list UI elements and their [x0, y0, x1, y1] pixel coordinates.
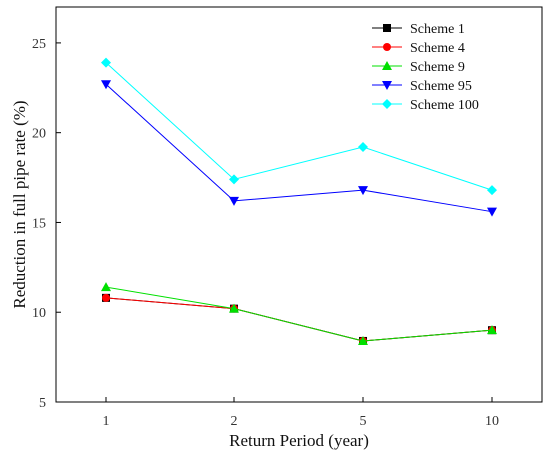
x-axis-ticks: 1 2 5 10: [103, 397, 499, 429]
series-layer: [101, 57, 497, 345]
x-tick-label: 2: [231, 414, 238, 429]
series-scheme-9: [101, 282, 497, 345]
data-point: [487, 207, 497, 217]
legend-entry: Scheme 4: [372, 41, 465, 56]
series-line: [105, 286, 493, 342]
legend-label: Scheme 100: [410, 98, 479, 113]
series-line: [105, 62, 493, 191]
data-point: [358, 186, 368, 196]
legend-marker: [382, 61, 392, 70]
y-tick-label: 10: [32, 306, 46, 321]
x-tick-label: 10: [485, 414, 499, 429]
series-line: [105, 83, 493, 213]
x-tick-label: 1: [103, 414, 110, 429]
y-tick-label: 15: [32, 216, 46, 231]
series-scheme-4: [102, 293, 496, 345]
data-point: [358, 335, 368, 345]
data-point: [101, 57, 111, 68]
y-axis-title: Reduction in full pipe rate (%): [10, 100, 29, 308]
legend-entry: Scheme 9: [372, 60, 465, 75]
plot-frame: [55, 6, 543, 403]
data-point: [229, 303, 239, 313]
data-point: [101, 80, 111, 90]
legend-entry: Scheme 100: [372, 98, 479, 113]
y-axis-ticks: 5 10 15 20 25: [32, 37, 61, 411]
y-tick-label: 5: [39, 396, 46, 411]
data-point: [358, 142, 368, 153]
series-scheme-1: [102, 293, 496, 345]
data-point: [101, 282, 111, 292]
data-point: [229, 196, 239, 206]
data-point: [229, 174, 239, 185]
series-scheme-100: [101, 57, 497, 196]
x-axis-title: Return Period (year): [229, 431, 369, 450]
series-scheme-95: [101, 80, 497, 217]
y-tick-label: 20: [32, 127, 46, 142]
legend-marker: [382, 81, 392, 90]
legend-label: Scheme 1: [410, 22, 465, 37]
legend: Scheme 1 Scheme 4 Scheme 9 Scheme 95 Scheme …: [372, 22, 479, 113]
legend-label: Scheme 9: [410, 60, 465, 75]
y-tick-label: 25: [32, 37, 46, 52]
legend-entry: Scheme 1: [372, 22, 465, 37]
data-point: [102, 293, 110, 302]
plot-area: [55, 6, 543, 403]
series-line: [105, 297, 493, 342]
series-line: [105, 297, 493, 342]
legend-label: Scheme 4: [410, 41, 465, 56]
data-point: [487, 185, 497, 196]
legend-marker: [383, 24, 391, 32]
legend-marker: [382, 99, 392, 109]
legend-entry: Scheme 95: [372, 79, 472, 94]
legend-marker: [383, 43, 391, 51]
x-tick-label: 5: [360, 414, 367, 429]
data-point: [487, 325, 497, 335]
legend-label: Scheme 95: [410, 79, 472, 94]
